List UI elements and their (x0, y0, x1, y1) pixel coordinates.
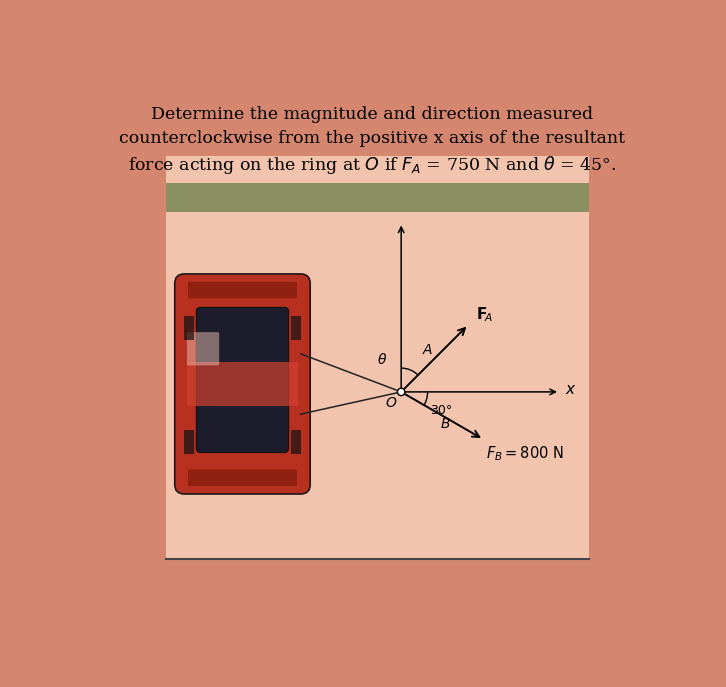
Text: θ: θ (378, 353, 386, 368)
Text: A: A (423, 344, 433, 357)
FancyBboxPatch shape (188, 470, 297, 486)
Text: $\mathbf{F}_{\!A}$: $\mathbf{F}_{\!A}$ (476, 305, 494, 324)
Text: x: x (565, 382, 574, 397)
FancyBboxPatch shape (187, 332, 219, 365)
Bar (187, 362, 298, 406)
FancyBboxPatch shape (175, 274, 310, 494)
Text: force acting on the ring at $O$ if $F_A$ = 750 N and $\theta$ = 45°.: force acting on the ring at $O$ if $F_A$… (128, 154, 616, 176)
Bar (291, 430, 301, 454)
Circle shape (397, 388, 405, 396)
Bar (291, 315, 301, 340)
Bar (166, 183, 589, 212)
Text: 30°: 30° (431, 404, 452, 417)
FancyBboxPatch shape (196, 307, 289, 453)
Bar (184, 315, 194, 340)
Text: counterclockwise from the positive x axis of the resultant: counterclockwise from the positive x axi… (119, 130, 625, 147)
Bar (166, 157, 589, 559)
Text: Determine the magnitude and direction measured: Determine the magnitude and direction me… (151, 106, 593, 123)
Bar (184, 430, 194, 454)
FancyBboxPatch shape (188, 282, 297, 298)
Text: $F_B = 800\ \mathrm{N}$: $F_B = 800\ \mathrm{N}$ (486, 444, 564, 463)
Text: B: B (441, 417, 450, 431)
Text: O: O (386, 396, 396, 409)
